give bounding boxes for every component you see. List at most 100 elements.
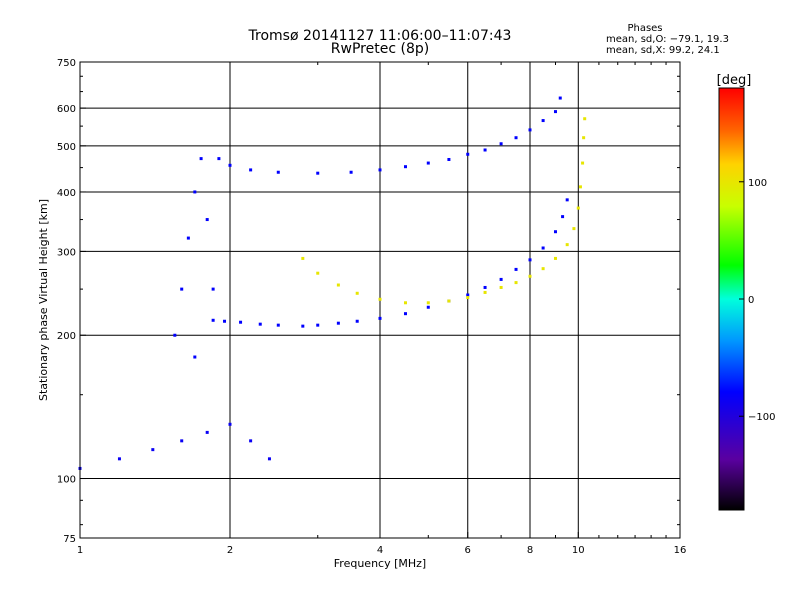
data-points: [78, 96, 587, 470]
data-point: [541, 119, 545, 123]
x-tick-label: 8: [527, 545, 533, 556]
data-point: [565, 198, 569, 202]
data-point: [528, 274, 532, 278]
data-point: [553, 110, 557, 114]
data-point: [466, 293, 470, 297]
chart-subtitle: RwPretec (8p): [331, 41, 429, 57]
data-point: [249, 168, 253, 172]
data-point: [499, 285, 503, 289]
data-point: [249, 439, 253, 443]
data-point: [193, 190, 197, 194]
chart-title: Tromsø 20141127 11:06:00–11:07:43: [248, 28, 512, 44]
data-point: [336, 283, 340, 287]
data-point: [267, 457, 271, 461]
data-point: [199, 157, 203, 161]
data-point: [378, 297, 382, 301]
data-point: [514, 281, 518, 285]
colorbar-label: [deg]: [717, 73, 752, 88]
data-point: [426, 301, 430, 305]
data-point: [301, 256, 305, 260]
data-point: [572, 227, 576, 231]
data-point: [565, 243, 569, 247]
data-point: [403, 301, 407, 305]
y-tick-label: 500: [57, 142, 76, 153]
data-point: [349, 170, 353, 174]
data-point: [180, 287, 184, 291]
data-point: [316, 323, 320, 327]
data-point: [426, 305, 430, 309]
data-point: [553, 230, 557, 234]
x-tick-label: 4: [377, 545, 383, 556]
data-point: [582, 136, 586, 140]
data-point: [316, 171, 320, 175]
data-point: [558, 96, 562, 100]
data-point: [228, 422, 232, 426]
data-point: [173, 333, 177, 337]
data-point: [403, 165, 407, 169]
data-point: [426, 161, 430, 165]
x-tick-label: 10: [572, 545, 585, 556]
y-tick-label: 100: [57, 475, 76, 486]
data-point: [223, 319, 227, 323]
y-tick-label: 300: [57, 247, 76, 258]
y-tick-label: 75: [63, 534, 76, 545]
data-point: [483, 290, 487, 294]
data-point: [578, 185, 582, 189]
data-point: [514, 267, 518, 271]
data-point: [447, 157, 451, 161]
data-point: [258, 322, 262, 326]
data-point: [276, 323, 280, 327]
data-point: [217, 157, 221, 161]
data-point: [378, 316, 382, 320]
data-point: [186, 236, 190, 240]
data-point: [211, 318, 215, 322]
y-tick-label: 400: [57, 188, 76, 199]
stats-line-o: mean, sd,O: −79.1, 19.3: [606, 34, 729, 45]
data-point: [239, 320, 243, 324]
data-point: [180, 439, 184, 443]
x-tick-label: 6: [465, 545, 471, 556]
x-tick-label: 1: [77, 545, 83, 556]
data-point: [301, 324, 305, 328]
data-point: [576, 206, 580, 210]
data-point: [499, 142, 503, 146]
data-point: [316, 271, 320, 275]
x-axis-ticks: 1 2 4 6 8 10 16: [77, 62, 687, 556]
data-point: [355, 291, 359, 295]
x-tick-label: 16: [674, 545, 687, 556]
data-point: [483, 148, 487, 152]
data-point: [211, 287, 215, 291]
data-point: [336, 321, 340, 325]
data-point: [466, 152, 470, 156]
data-point: [403, 312, 407, 316]
y-tick-label: 200: [57, 331, 76, 342]
data-point: [561, 215, 565, 219]
data-point: [466, 296, 470, 300]
grid-lines: [80, 62, 680, 538]
data-point: [378, 168, 382, 172]
y-axis-ticks: 75 100 200 300 400 500 600 750: [57, 58, 680, 545]
x-axis-label: Frequency [MHz]: [334, 557, 426, 570]
plot-frame: [79, 61, 681, 539]
data-point: [541, 267, 545, 271]
x-tick-label: 2: [227, 545, 233, 556]
data-point: [553, 256, 557, 260]
y-axis-label: Stationary phase Virtual Height [km]: [37, 199, 50, 401]
data-point: [355, 319, 359, 323]
data-point: [483, 285, 487, 289]
stats-title: Phases: [627, 23, 662, 34]
y-tick-label: 600: [57, 104, 76, 115]
colorbar-ticks: 100 0 −100: [739, 178, 775, 423]
data-point: [276, 170, 280, 174]
data-point: [193, 355, 197, 359]
data-point: [514, 136, 518, 140]
data-point: [228, 163, 232, 167]
data-point: [447, 299, 451, 303]
y-tick-label: 750: [57, 58, 76, 69]
data-point: [151, 448, 155, 452]
data-point: [205, 218, 209, 222]
data-point: [528, 258, 532, 262]
data-point: [528, 128, 532, 132]
data-point: [205, 430, 209, 434]
colorbar-tick-label: −100: [748, 412, 775, 423]
